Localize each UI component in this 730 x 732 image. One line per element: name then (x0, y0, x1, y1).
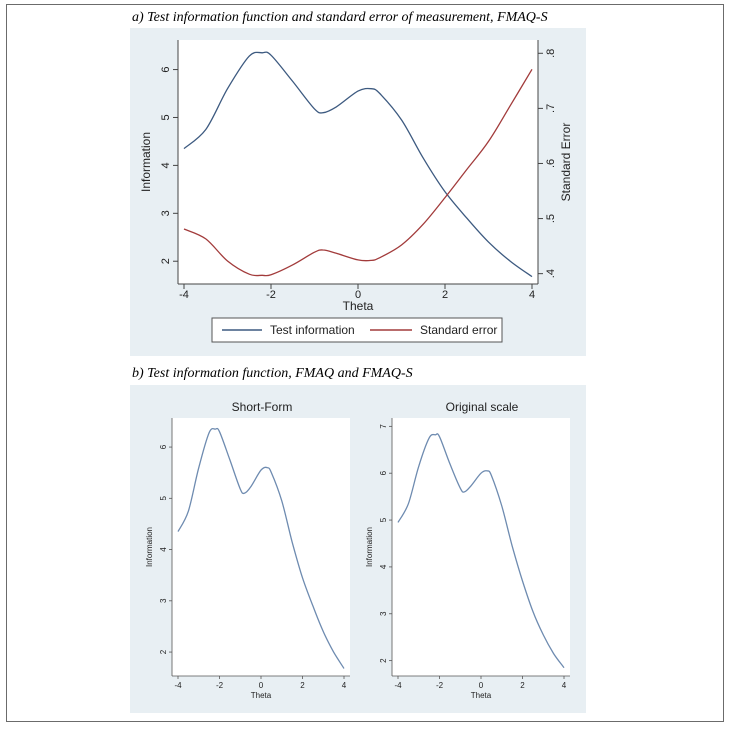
chart-b2-xlabel: Theta (471, 691, 492, 700)
chart-b2-xtick-label: -4 (394, 681, 402, 690)
chart-b2-ylabel: Information (365, 527, 374, 567)
chart-a-xtick-label: 4 (529, 289, 535, 301)
chart-b2-plot-area (392, 418, 570, 676)
chart-a-y2tick-label: .6 (545, 159, 557, 168)
caption-a: a) Test information function and standar… (132, 10, 548, 25)
chart-b2-ytick-label: 3 (379, 611, 388, 616)
chart-b1-xtick-label: -4 (174, 681, 182, 690)
legend-label-test-information: Test information (270, 323, 355, 337)
chart-b2-ytick-label: 4 (379, 564, 388, 569)
chart-a-y2tick-label: .8 (545, 49, 557, 58)
chart-b2-ytick-label: 2 (379, 658, 388, 663)
chart-b1-xtick-label: -2 (216, 681, 224, 690)
chart-a-xtick-label: 0 (355, 289, 361, 301)
caption-b: b) Test information function, FMAQ and F… (132, 366, 413, 381)
chart-b1-xtick-label: 2 (300, 681, 305, 690)
chart-b2-ytick-label: 5 (379, 517, 388, 522)
chart-a-ytick-label: 2 (160, 258, 172, 264)
chart-a-y2tick-label: .5 (545, 214, 557, 223)
chart-b2-title: Original scale (446, 400, 519, 414)
chart-b1-ytick-label: 6 (159, 444, 168, 449)
chart-a-test-information-and-standard-error: 2 3 4 5 6 .4 .5 .6 .7 .8 -4 -2 0 2 4 Theta Information St… (130, 28, 586, 356)
chart-b2-xtick-label: 0 (479, 681, 484, 690)
chart-b2-ytick-label: 6 (379, 470, 388, 475)
chart-a-plot-area (178, 40, 538, 284)
chart-a-y2tick-label: .4 (545, 269, 557, 278)
chart-b1-ytick-label: 5 (159, 496, 168, 501)
chart-b1-ytick-label: 3 (159, 598, 168, 603)
chart-b1-xtick-label: 0 (259, 681, 264, 690)
chart-b1-ytick-label: 2 (159, 649, 168, 654)
chart-b-original-scale: Original scale 2 3 4 5 6 7 -4 -2 0 2 4 Theta Informat… (365, 400, 570, 700)
chart-a-y2label: Standard Error (559, 123, 573, 202)
chart-a-series-test-information (183, 51, 533, 278)
chart-a-series-standard-error (183, 68, 533, 277)
chart-b2-xtick-label: 4 (562, 681, 567, 690)
chart-b1-series-curve (177, 427, 345, 669)
chart-a-ytick-label: 3 (160, 210, 172, 216)
figure-frame (6, 4, 724, 722)
chart-b1-plot-area (172, 418, 350, 676)
chart-a-xtick-label: 2 (442, 289, 448, 301)
chart-b1-xtick-label: 4 (342, 681, 347, 690)
chart-a-y2tick-label: .7 (545, 104, 557, 113)
chart-b2-series-curve (397, 433, 565, 669)
chart-b1-title: Short-Form (232, 400, 293, 414)
chart-a-xlabel: Theta (343, 299, 374, 313)
chart-a-ytick-label: 5 (160, 114, 172, 120)
chart-a-ytick-label: 6 (160, 67, 172, 73)
chart-b2-xtick-label: -2 (436, 681, 444, 690)
chart-b1-xlabel: Theta (251, 691, 272, 700)
chart-b1-ylabel: Information (145, 527, 154, 567)
chart-a-xtick-label: -4 (179, 289, 189, 301)
chart-a-ylabel: Information (139, 132, 153, 192)
chart-a-xtick-label: -2 (266, 289, 276, 301)
chart-a-ytick-label: 4 (160, 162, 172, 168)
chart-b2-ytick-label: 7 (379, 424, 388, 429)
chart-b2-xtick-label: 2 (520, 681, 525, 690)
chart-b1-ytick-label: 4 (159, 547, 168, 552)
legend-label-standard-error: Standard error (420, 323, 497, 337)
